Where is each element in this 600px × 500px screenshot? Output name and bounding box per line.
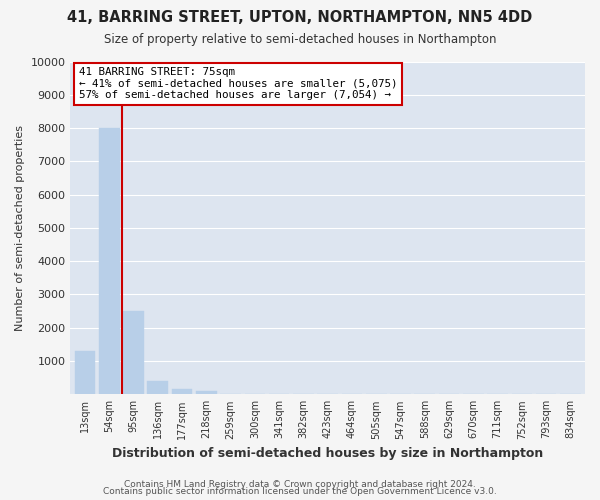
Bar xyxy=(148,381,168,394)
Text: Contains public sector information licensed under the Open Government Licence v3: Contains public sector information licen… xyxy=(103,488,497,496)
Bar xyxy=(74,351,95,395)
Text: Size of property relative to semi-detached houses in Northampton: Size of property relative to semi-detach… xyxy=(104,32,496,46)
X-axis label: Distribution of semi-detached houses by size in Northampton: Distribution of semi-detached houses by … xyxy=(112,447,544,460)
Bar xyxy=(196,391,217,394)
Bar xyxy=(172,390,193,394)
Y-axis label: Number of semi-detached properties: Number of semi-detached properties xyxy=(15,125,25,331)
Bar xyxy=(99,128,119,394)
Text: Contains HM Land Registry data © Crown copyright and database right 2024.: Contains HM Land Registry data © Crown c… xyxy=(124,480,476,489)
Text: 41 BARRING STREET: 75sqm
← 41% of semi-detached houses are smaller (5,075)
57% o: 41 BARRING STREET: 75sqm ← 41% of semi-d… xyxy=(79,67,397,100)
Bar xyxy=(123,311,144,394)
Text: 41, BARRING STREET, UPTON, NORTHAMPTON, NN5 4DD: 41, BARRING STREET, UPTON, NORTHAMPTON, … xyxy=(67,10,533,25)
